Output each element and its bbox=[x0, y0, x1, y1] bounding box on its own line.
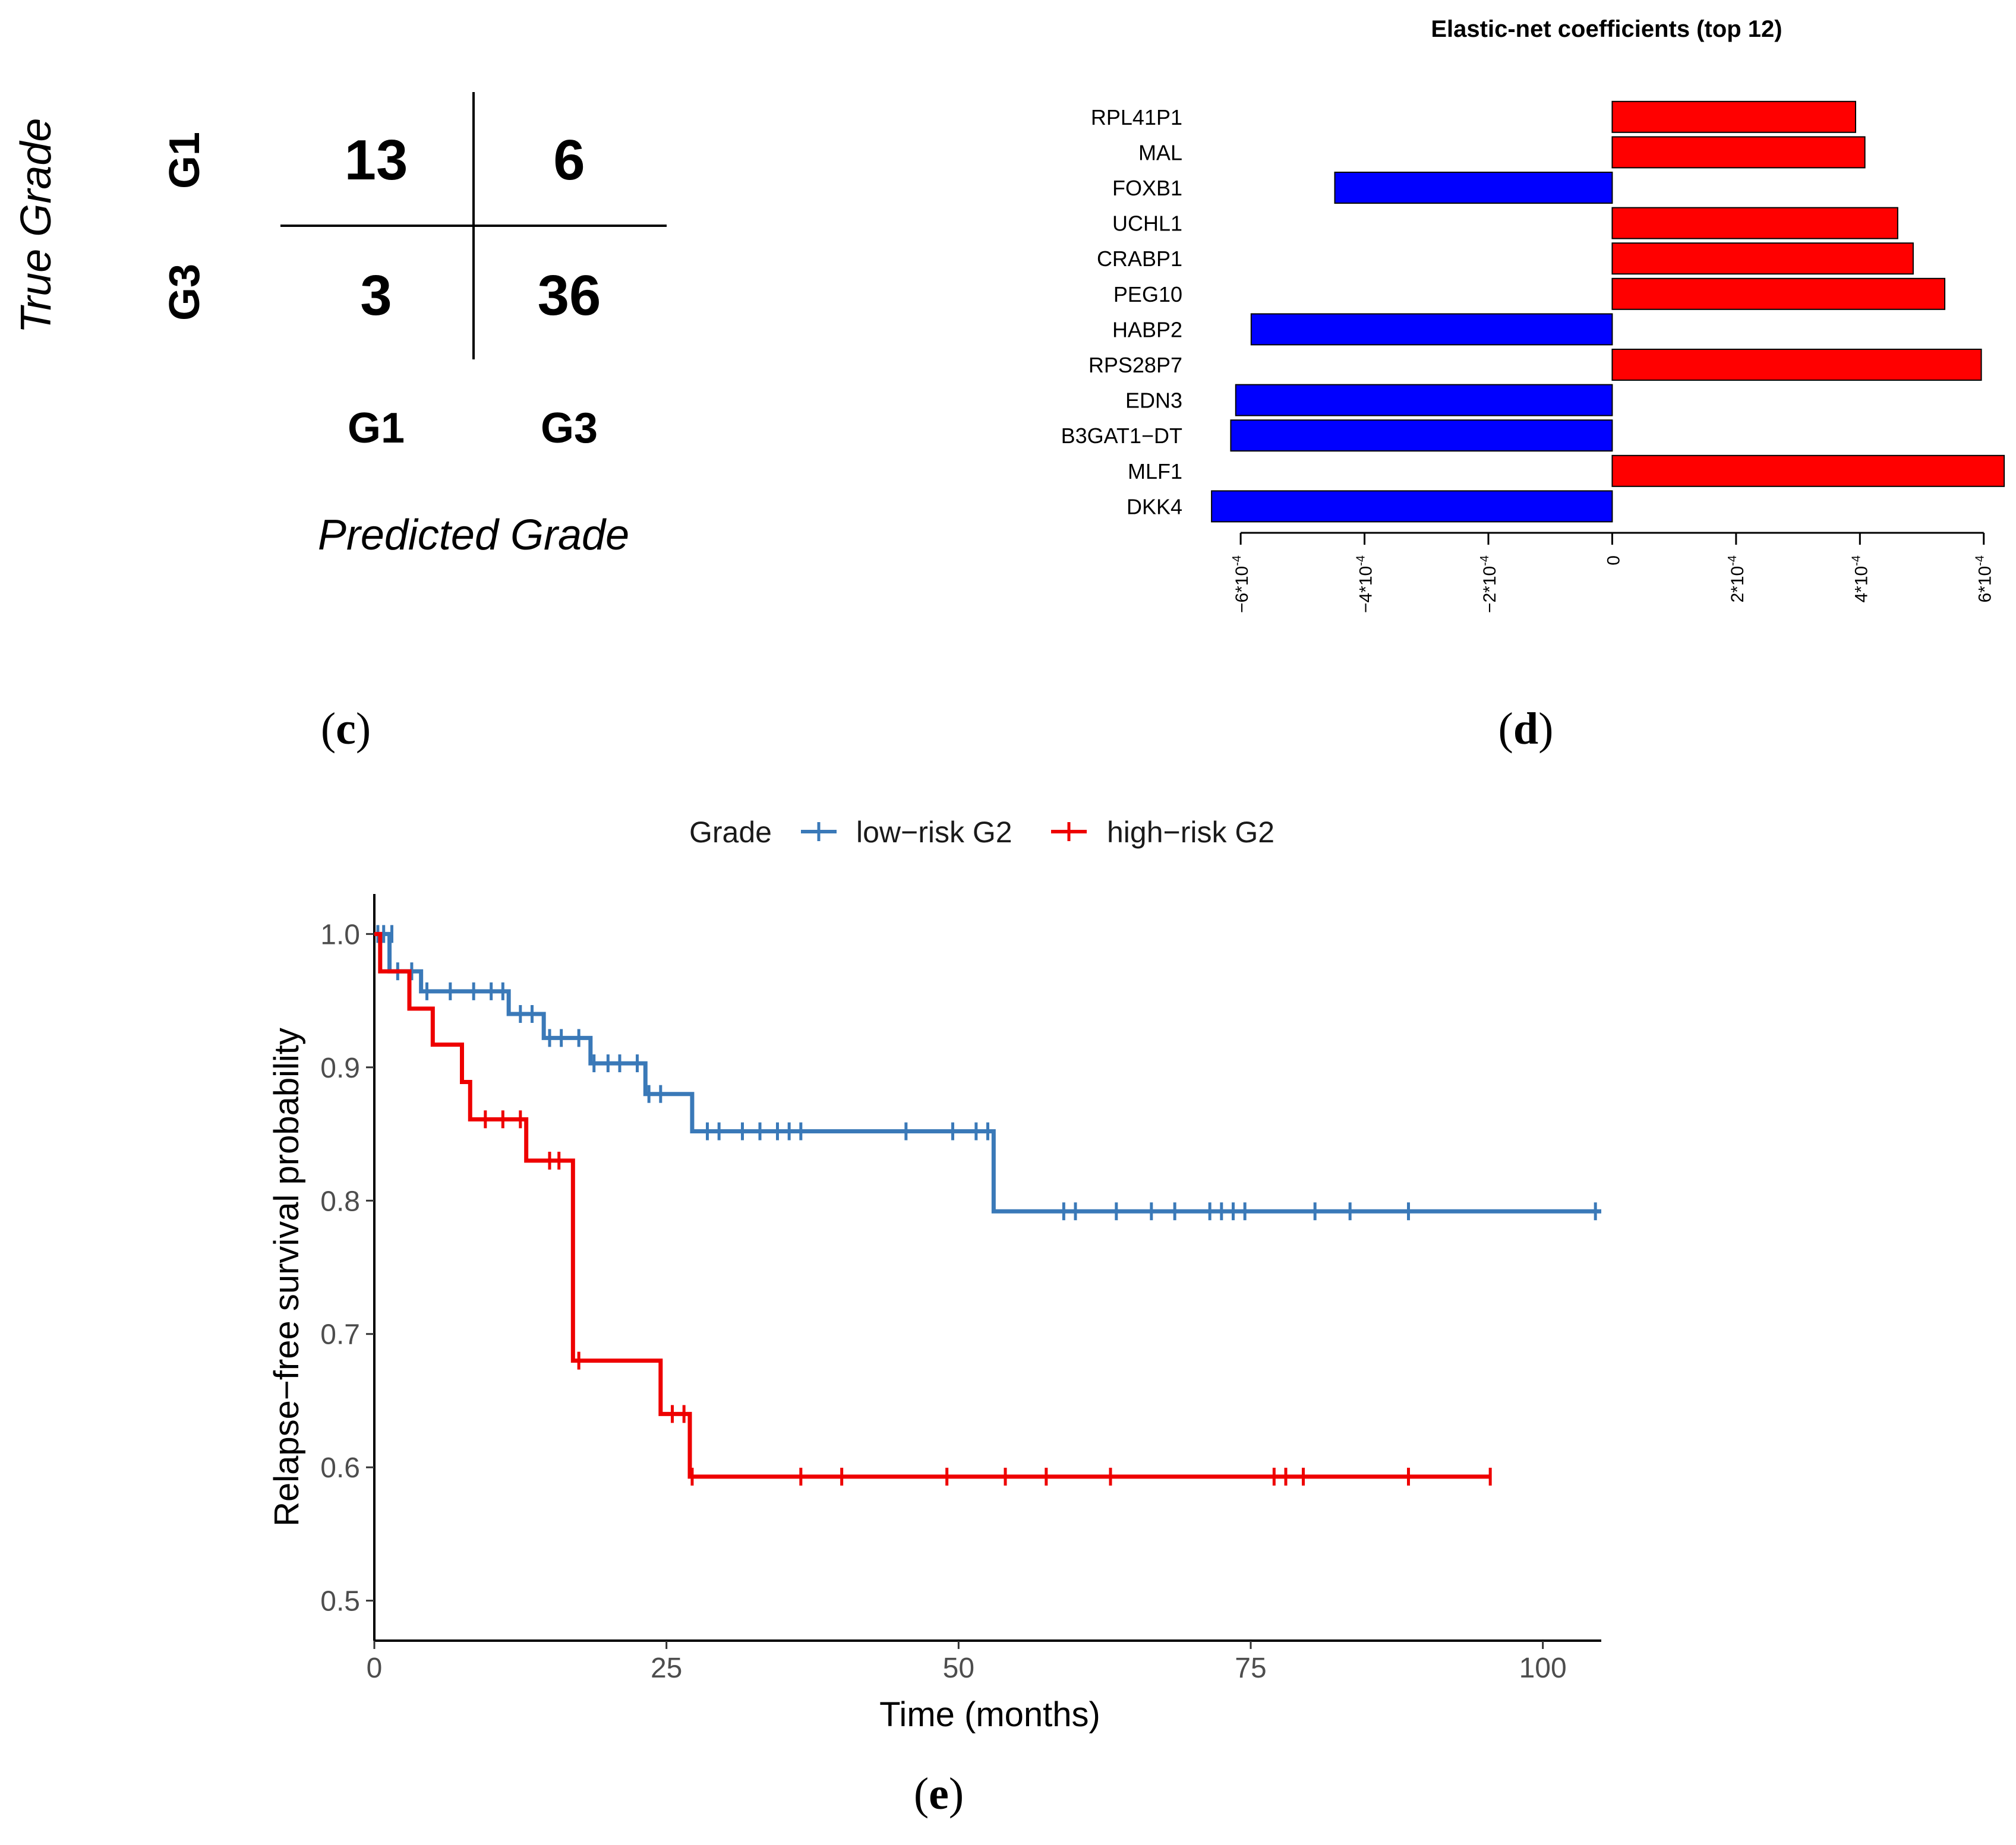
d-category-label: RPL41P1 bbox=[1091, 105, 1182, 129]
d-bar bbox=[1611, 454, 2005, 487]
d-bar bbox=[1230, 419, 1613, 452]
e-xlabel: Time (months) bbox=[879, 1695, 1100, 1734]
e-legend-label-high: high−risk G2 bbox=[1107, 816, 1274, 849]
d-bar bbox=[1611, 136, 1866, 169]
d-category-label: PEG10 bbox=[1113, 282, 1182, 307]
d-bar bbox=[1611, 207, 1898, 239]
c-cell-g1-g1: 13 bbox=[345, 128, 408, 192]
c-xlabel: Predicted Grade bbox=[318, 511, 629, 559]
d-bar bbox=[1235, 384, 1613, 416]
e-legend-key-low bbox=[801, 822, 837, 841]
d-tick-label: −4*10-4 bbox=[1355, 555, 1376, 613]
d-bars bbox=[1211, 100, 2005, 523]
d-tick-exponent: -4 bbox=[1974, 555, 1987, 566]
d-category-label: EDN3 bbox=[1125, 388, 1182, 413]
e-legend-title: Grade bbox=[689, 816, 772, 849]
d-tick-label: 2*10-4 bbox=[1726, 555, 1747, 603]
d-tick-exponent: -4 bbox=[1478, 555, 1491, 566]
e-x-tick-label: 25 bbox=[651, 1653, 682, 1684]
panel-label-c: (c) bbox=[321, 704, 371, 754]
d-tick-label: −6*10-4 bbox=[1231, 555, 1252, 613]
c-cell-g1-g3: 6 bbox=[553, 128, 585, 192]
d-tick-exponent: -4 bbox=[1355, 555, 1368, 566]
e-x-tick-label: 0 bbox=[367, 1653, 383, 1684]
d-category-label: UCHL1 bbox=[1112, 211, 1182, 236]
panel-d: Elastic-net coefficients (top 12) RPL41P… bbox=[1061, 16, 2005, 754]
d-x-axis: −6*10-4 −4*10-4 −2*10-4 0 2*10-4 4*10-4 6*10-4 bbox=[1231, 532, 1995, 613]
d-tick-exponent: -4 bbox=[1850, 555, 1863, 566]
d-category-label: CRABP1 bbox=[1097, 247, 1182, 271]
d-bar bbox=[1611, 242, 1914, 275]
d-bar bbox=[1250, 313, 1613, 346]
d-category-label: MAL bbox=[1138, 140, 1182, 165]
panel-letter-d: d bbox=[1513, 704, 1538, 754]
e-plot: 0.5 0.6 0.7 0.8 0.9 1.0 0 25 50 75 100 bbox=[320, 894, 1601, 1684]
e-series-high-risk bbox=[374, 931, 1491, 1479]
d-tick-exponent: -4 bbox=[1726, 555, 1739, 566]
c-cell-g3-g1: 3 bbox=[360, 264, 392, 327]
d-tick-label: 6*10-4 bbox=[1974, 555, 1995, 603]
panel-label-e: (e) bbox=[914, 1769, 964, 1819]
c-cell-g3-g3: 36 bbox=[538, 264, 601, 327]
panel-c: True Grade G1 G3 13 6 3 36 G1 G3 Predict… bbox=[12, 92, 667, 754]
panel-label-d: (d) bbox=[1498, 704, 1554, 754]
c-row-label-g3: G3 bbox=[161, 264, 209, 321]
c-ylabel: True Grade bbox=[12, 118, 60, 334]
e-x-tick-label: 75 bbox=[1235, 1653, 1266, 1684]
e-y-tick-label: 1.0 bbox=[320, 919, 360, 950]
d-bar bbox=[1211, 490, 1613, 523]
d-tick-label: 4*10-4 bbox=[1850, 555, 1871, 603]
d-category-label: RPS28P7 bbox=[1089, 353, 1182, 377]
c-col-label-g3: G3 bbox=[541, 405, 598, 452]
d-category-label: FOXB1 bbox=[1112, 176, 1182, 200]
d-category-label: DKK4 bbox=[1127, 494, 1182, 519]
d-bar bbox=[1611, 277, 1946, 310]
e-series-low-risk bbox=[374, 931, 1601, 1214]
c-col-label-g1: G1 bbox=[348, 405, 405, 452]
d-tick-exponent: -4 bbox=[1231, 555, 1244, 566]
e-legend-key-high bbox=[1051, 822, 1087, 841]
panel-letter-e: e bbox=[929, 1769, 949, 1819]
d-category-labels: RPL41P1 MAL FOXB1 UCHL1 CRABP1 PEG10 HABP2 RPS2… bbox=[1061, 105, 1182, 519]
e-y-tick-label: 0.5 bbox=[320, 1586, 360, 1617]
d-category-label: MLF1 bbox=[1128, 459, 1182, 484]
d-bar bbox=[1611, 100, 1857, 133]
e-y-tick-label: 0.8 bbox=[320, 1186, 360, 1217]
d-title: Elastic-net coefficients (top 12) bbox=[1431, 16, 1782, 42]
d-category-label: HABP2 bbox=[1112, 317, 1182, 342]
d-tick-label: 0 bbox=[1604, 555, 1623, 565]
e-x-tick-label: 100 bbox=[1519, 1653, 1567, 1684]
e-y-tick-label: 0.9 bbox=[320, 1053, 360, 1084]
e-ylabel: Relapse−free survival probability bbox=[267, 1028, 306, 1527]
d-bar bbox=[1611, 349, 1982, 381]
e-legend-label-low: low−risk G2 bbox=[856, 816, 1012, 849]
c-row-label-g1: G1 bbox=[161, 132, 209, 189]
d-tick-label: −2*10-4 bbox=[1478, 555, 1500, 613]
e-y-tick-label: 0.6 bbox=[320, 1452, 360, 1484]
e-y-tick-label: 0.7 bbox=[320, 1319, 360, 1351]
d-bar bbox=[1334, 172, 1613, 204]
e-legend: Grade low−risk G2 high−risk G2 bbox=[689, 816, 1274, 849]
e-x-tick-label: 50 bbox=[943, 1653, 974, 1684]
panel-e: Grade low−risk G2 high−risk G2 0.5 0.6 0.7… bbox=[267, 816, 1601, 1819]
panel-letter-c: c bbox=[336, 704, 356, 754]
d-category-label: B3GAT1−DT bbox=[1061, 424, 1182, 448]
